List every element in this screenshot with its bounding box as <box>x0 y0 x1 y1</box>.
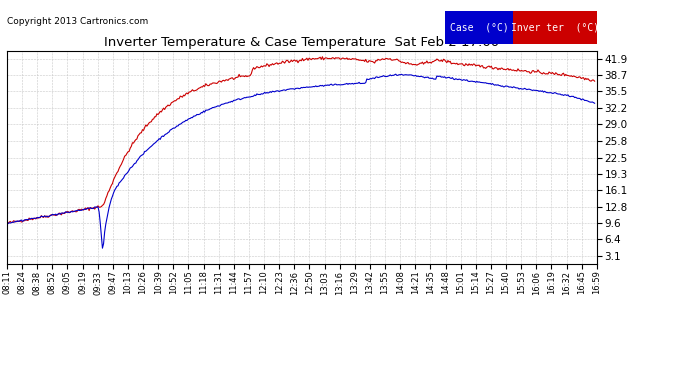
Text: Inver ter  (°C): Inver ter (°C) <box>511 22 599 32</box>
Title: Inverter Temperature & Case Temperature  Sat Feb 2 17:00: Inverter Temperature & Case Temperature … <box>104 36 500 50</box>
Bar <box>513 10 597 44</box>
Text: Case  (°C): Case (°C) <box>450 22 509 32</box>
Text: Copyright 2013 Cartronics.com: Copyright 2013 Cartronics.com <box>7 17 148 26</box>
Bar <box>445 10 513 44</box>
